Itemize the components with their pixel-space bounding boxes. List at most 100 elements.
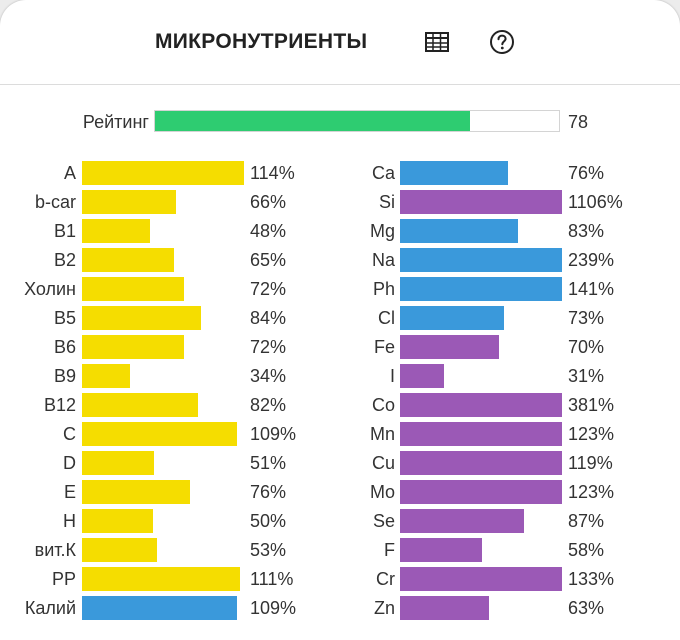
nutrient-label: Mg [369,221,395,241]
rating-value: 78 [568,112,589,132]
nutrient-label: Na [371,250,395,270]
nutrient-row-b12: B12 82% [0,393,680,417]
nutrient-label: E [63,482,76,502]
nutrient-value: 65% [250,250,287,270]
nutrient-bar [82,364,131,388]
nutrient-label: B1 [53,221,76,241]
nutrient-row-калий: Калий 109% [0,596,680,620]
nutrient-row-si: Si 1106% [0,190,680,214]
nutrient-label: I [389,366,395,386]
nutrient-label: Cl [378,308,395,328]
nutrient-value: 109% [250,424,297,444]
nutrient-row-mo: Mo 123% [0,480,680,504]
nutrient-bar [400,451,562,475]
nutrient-label: C [63,424,76,444]
nutrient-row-i: I 31% [0,364,680,388]
nutrient-bar [82,451,155,475]
nutrient-bar [400,335,500,359]
rating-label: Рейтинг [82,112,149,132]
nutrient-value: 66% [250,192,287,212]
nutrient-label: Zn [373,598,395,618]
nutrient-value: 31% [568,366,605,386]
nutrient-row-f: F 58% [0,538,680,562]
nutrient-value: 51% [250,453,287,473]
nutrient-row-вит-к: вит.К 53% [0,538,680,562]
nutrient-row-cr: Cr 133% [0,567,680,591]
nutrient-value: 76% [568,163,605,183]
nutrient-row-pp: PP 111% [0,567,680,591]
nutrient-label: B12 [43,395,76,415]
nutrient-bar [82,393,199,417]
nutrient-bar [400,161,508,185]
nutrient-value: 72% [250,337,287,357]
nutrient-bar [400,306,504,330]
nutrient-bar [400,248,562,272]
nutrient-value: 123% [568,424,615,444]
nutrient-value: 123% [568,482,615,502]
nutrient-row-d: D 51% [0,451,680,475]
nutrient-row-cu: Cu 119% [0,451,680,475]
nutrient-value: 141% [568,279,615,299]
nutrient-value: 53% [250,540,287,560]
nutrient-bar [400,509,524,533]
nutrient-row-mn: Mn 123% [0,422,680,446]
nutrient-label: b-car [34,192,76,212]
nutrient-row-b2: B2 65% [0,248,680,272]
nutrient-label: Cr [376,569,395,589]
nutrient-row-co: Co 381% [0,393,680,417]
nutrient-label: Mo [369,482,395,502]
nutrient-value: 50% [250,511,287,531]
nutrient-row-c: C 109% [0,422,680,446]
nutrient-bar [400,277,562,301]
nutrient-label: Se [372,511,395,531]
page-title: МИКРОНУТРИЕНТЫ [155,30,368,53]
nutrient-row-b5: B5 84% [0,306,680,330]
nutrient-row-b6: B6 72% [0,335,680,359]
nutrient-value: 133% [568,569,615,589]
nutrient-bar [82,596,237,620]
nutrient-row-b1: B1 48% [0,219,680,243]
nutrient-bar [82,335,185,359]
table-icon[interactable] [423,28,451,56]
nutrient-value: 34% [250,366,287,386]
nutrient-value: 73% [568,308,605,328]
nutrient-value: 70% [568,337,605,357]
nutrient-value: 63% [568,598,605,618]
nutrient-value: 83% [568,221,605,241]
nutrient-bar [82,538,158,562]
nutrient-label: A [63,163,76,183]
nutrient-row-se: Se 87% [0,509,680,533]
nutrient-label: Ph [372,279,395,299]
nutrient-bar [400,480,562,504]
nutrient-label: Калий [24,598,76,618]
nutrient-label: Cu [371,453,395,473]
nutrient-label: B2 [53,250,76,270]
nutrient-bar [400,190,562,214]
nutrient-value: 119% [568,453,613,473]
rating-bar [154,110,560,132]
nutrient-label: Mn [369,424,395,444]
nutrient-bar [400,538,483,562]
header: МИКРОНУТРИЕНТЫ [0,0,680,85]
nutrient-bar [400,422,562,446]
rating-bar-fill [155,111,471,131]
nutrient-value: 1106% [568,192,623,212]
nutrient-bar [400,393,562,417]
nutrient-row-ph: Ph 141% [0,277,680,301]
nutrient-label: вит.К [34,540,76,560]
nutrient-row-a: A 114% [0,161,680,185]
help-icon[interactable] [488,28,516,56]
nutrient-row-b-car: b-car 66% [0,190,680,214]
nutrient-bar [82,161,244,185]
nutrient-row-b9: B9 34% [0,364,680,388]
nutrient-bar [82,567,240,591]
nutrient-label: PP [51,569,76,589]
nutrient-value: 72% [250,279,287,299]
nutrient-value: 239% [568,250,615,270]
nutrient-label: H [63,511,76,531]
nutrient-value: 84% [250,308,287,328]
nutrient-row-mg: Mg 83% [0,219,680,243]
nutrient-row-h: H 50% [0,509,680,533]
nutrient-row-fe: Fe 70% [0,335,680,359]
